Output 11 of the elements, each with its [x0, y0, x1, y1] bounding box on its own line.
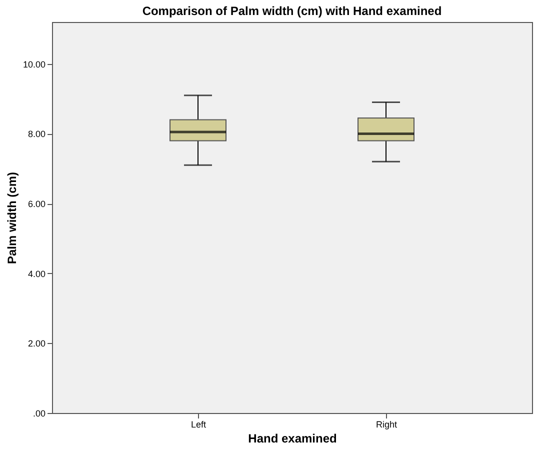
- x-axis-title: Hand examined: [248, 432, 337, 446]
- y-tick-label: 4.00: [28, 268, 46, 279]
- y-tick-label: 6.00: [28, 199, 46, 210]
- y-tick-label: 2.00: [28, 338, 46, 349]
- x-tick-label: Right: [376, 420, 398, 430]
- chart-title: Comparison of Palm width (cm) with Hand examined: [142, 4, 442, 18]
- x-tick-label: Left: [190, 420, 207, 430]
- y-axis-title: Palm width (cm): [4, 172, 19, 264]
- y-tick-label: .00: [32, 408, 46, 418]
- y-tick-label: 8.00: [28, 129, 46, 140]
- y-tick-label: 10.00: [22, 59, 46, 70]
